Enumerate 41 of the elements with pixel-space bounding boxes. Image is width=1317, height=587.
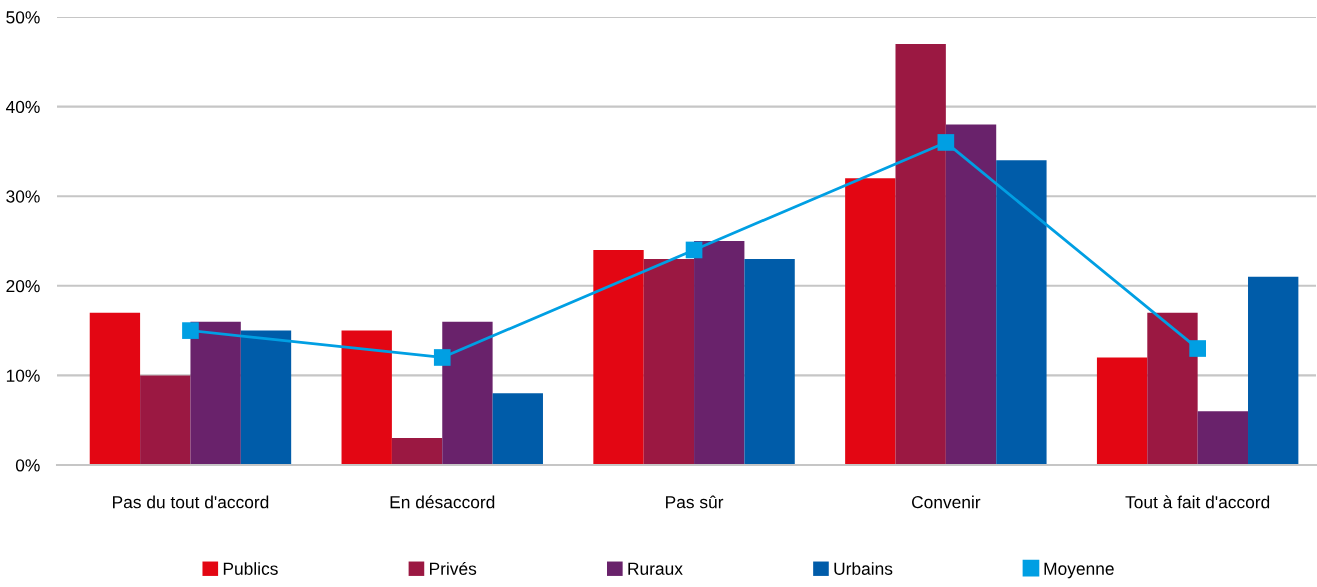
bar <box>240 330 292 465</box>
y-tick-label: 20% <box>6 279 40 293</box>
legend-label: Moyenne <box>1044 562 1114 579</box>
bar <box>643 258 695 465</box>
y-tick-label: 30% <box>6 190 40 203</box>
bar <box>845 178 896 465</box>
bar <box>945 124 997 465</box>
legend-label: Publics <box>223 562 278 575</box>
x-tick-label: Pas sûr <box>666 495 724 509</box>
point <box>433 349 451 366</box>
bar <box>1197 411 1249 465</box>
bar <box>744 258 795 465</box>
point <box>937 134 955 151</box>
legend-label: Ruraux <box>628 562 683 575</box>
bar <box>996 160 1047 465</box>
bar <box>895 43 946 465</box>
bar <box>89 312 141 465</box>
bar <box>341 330 392 465</box>
bar <box>442 321 493 465</box>
bar <box>190 321 241 465</box>
y-tick-label: 0% <box>15 459 40 472</box>
bar <box>694 241 745 465</box>
bar <box>140 375 191 465</box>
point <box>182 322 199 339</box>
y-tick-label: 40% <box>5 100 40 114</box>
bar <box>593 249 644 465</box>
x-tick-label: Convenir <box>912 495 981 509</box>
x-tick-label: En désaccord <box>390 495 495 509</box>
point <box>685 241 703 259</box>
legend-label: Urbains <box>834 562 893 575</box>
point <box>1189 340 1206 357</box>
bar <box>1248 276 1299 465</box>
bar <box>391 438 443 465</box>
bar <box>1096 357 1148 465</box>
bar <box>1147 312 1198 465</box>
x-tick-label: Pas du tout d'accord <box>113 495 269 509</box>
y-tick-label: 50% <box>6 11 40 24</box>
legend-label: Privés <box>430 561 477 575</box>
bar <box>492 393 543 465</box>
x-tick-label: Tout à fait d'accord <box>1125 495 1270 509</box>
y-tick-label: 10% <box>6 369 40 382</box>
